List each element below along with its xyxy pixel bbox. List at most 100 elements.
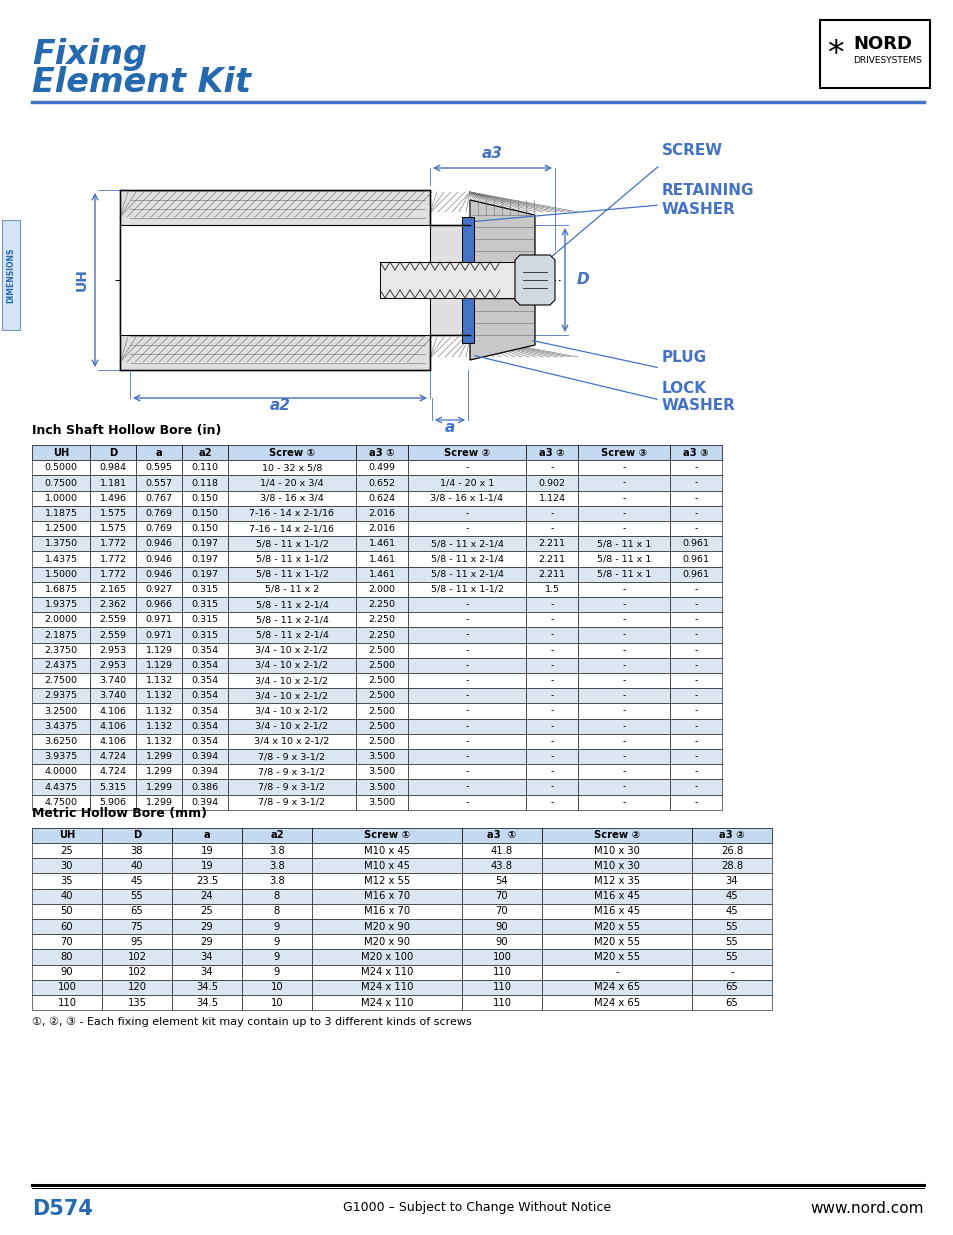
Text: a2: a2 — [270, 398, 290, 412]
Text: D: D — [109, 447, 117, 458]
Text: 0.197: 0.197 — [192, 555, 218, 563]
Text: 2.9375: 2.9375 — [45, 692, 77, 700]
Bar — [541, 979, 691, 995]
Text: 0.197: 0.197 — [192, 569, 218, 579]
Bar — [541, 934, 691, 950]
Text: 50: 50 — [61, 906, 73, 916]
Bar — [90, 445, 136, 461]
Text: 8: 8 — [274, 892, 280, 902]
Text: 1/4 - 20 x 3/4: 1/4 - 20 x 3/4 — [260, 478, 323, 488]
Text: 4.4375: 4.4375 — [45, 783, 77, 792]
Text: -: - — [694, 646, 697, 655]
Text: 5/8 - 11 x 2-1/4: 5/8 - 11 x 2-1/4 — [255, 631, 328, 640]
Text: -: - — [621, 463, 625, 472]
Text: 1.3750: 1.3750 — [45, 540, 77, 548]
Bar — [228, 536, 355, 551]
Text: 1.129: 1.129 — [146, 661, 172, 669]
Text: *: * — [826, 37, 842, 70]
Bar — [461, 217, 474, 343]
Bar — [355, 490, 408, 506]
Bar — [32, 779, 90, 794]
Bar — [90, 536, 136, 551]
Bar — [312, 934, 461, 950]
Text: 0.354: 0.354 — [192, 721, 218, 731]
Bar — [172, 858, 242, 873]
Text: 45: 45 — [725, 892, 738, 902]
Text: 25: 25 — [200, 906, 213, 916]
Bar — [541, 919, 691, 934]
Bar — [578, 506, 669, 521]
Bar — [32, 764, 90, 779]
Text: 2.4375: 2.4375 — [45, 661, 77, 669]
Bar — [90, 597, 136, 613]
Bar — [242, 919, 312, 934]
Bar — [691, 827, 771, 844]
Text: -: - — [694, 494, 697, 503]
Text: M16 x 45: M16 x 45 — [594, 892, 639, 902]
Text: 30: 30 — [61, 861, 73, 871]
Bar — [228, 551, 355, 567]
Bar — [136, 673, 182, 688]
Bar — [90, 794, 136, 810]
Bar — [228, 779, 355, 794]
Bar — [136, 597, 182, 613]
Text: 0.354: 0.354 — [192, 706, 218, 715]
Text: 0.394: 0.394 — [192, 752, 218, 761]
Text: M16 x 70: M16 x 70 — [363, 906, 410, 916]
Text: 2.500: 2.500 — [368, 706, 395, 715]
Bar — [461, 995, 541, 1010]
Text: 0.595: 0.595 — [146, 463, 172, 472]
Text: -: - — [621, 509, 625, 517]
Text: Screw ②: Screw ② — [443, 447, 490, 458]
Bar — [242, 844, 312, 858]
Bar — [408, 506, 525, 521]
Bar — [355, 627, 408, 642]
Text: -: - — [465, 783, 468, 792]
Text: 110: 110 — [492, 967, 511, 977]
Polygon shape — [470, 200, 535, 359]
Text: -: - — [694, 463, 697, 472]
Bar — [32, 688, 90, 704]
Text: 102: 102 — [128, 952, 147, 962]
Bar — [32, 461, 90, 475]
Bar — [578, 475, 669, 490]
Bar — [408, 658, 525, 673]
Bar — [312, 965, 461, 979]
Text: 0.961: 0.961 — [681, 540, 709, 548]
Text: 3/4 x 10 x 2-1/2: 3/4 x 10 x 2-1/2 — [254, 737, 330, 746]
Text: 1.181: 1.181 — [99, 478, 127, 488]
Text: 1.0000: 1.0000 — [45, 494, 77, 503]
Text: 0.984: 0.984 — [99, 463, 127, 472]
Text: 2.500: 2.500 — [368, 646, 395, 655]
Bar — [102, 919, 172, 934]
Bar — [136, 521, 182, 536]
Text: 2.016: 2.016 — [368, 524, 395, 534]
Bar — [102, 827, 172, 844]
Bar — [408, 734, 525, 748]
Bar — [172, 904, 242, 919]
Bar — [182, 748, 228, 764]
Bar — [578, 567, 669, 582]
Text: a3: a3 — [481, 146, 502, 161]
Text: -: - — [621, 783, 625, 792]
Text: 9: 9 — [274, 937, 280, 947]
Text: LOCK: LOCK — [661, 382, 706, 396]
Text: a3 ②: a3 ② — [538, 447, 564, 458]
Bar — [408, 461, 525, 475]
Bar — [2, 220, 20, 330]
Text: 3.4375: 3.4375 — [45, 721, 77, 731]
Text: -: - — [550, 692, 553, 700]
Bar — [182, 794, 228, 810]
Text: 0.769: 0.769 — [146, 509, 172, 517]
Text: 1.772: 1.772 — [99, 569, 127, 579]
Bar — [228, 658, 355, 673]
Text: 3/8 - 16 x 3/4: 3/8 - 16 x 3/4 — [260, 494, 323, 503]
Text: -: - — [621, 600, 625, 609]
Text: 38: 38 — [131, 846, 143, 856]
Text: 2.7500: 2.7500 — [45, 676, 77, 685]
Text: 0.150: 0.150 — [192, 494, 218, 503]
Bar — [578, 490, 669, 506]
Text: 1.1875: 1.1875 — [45, 509, 77, 517]
Text: 55: 55 — [725, 937, 738, 947]
Bar — [172, 934, 242, 950]
